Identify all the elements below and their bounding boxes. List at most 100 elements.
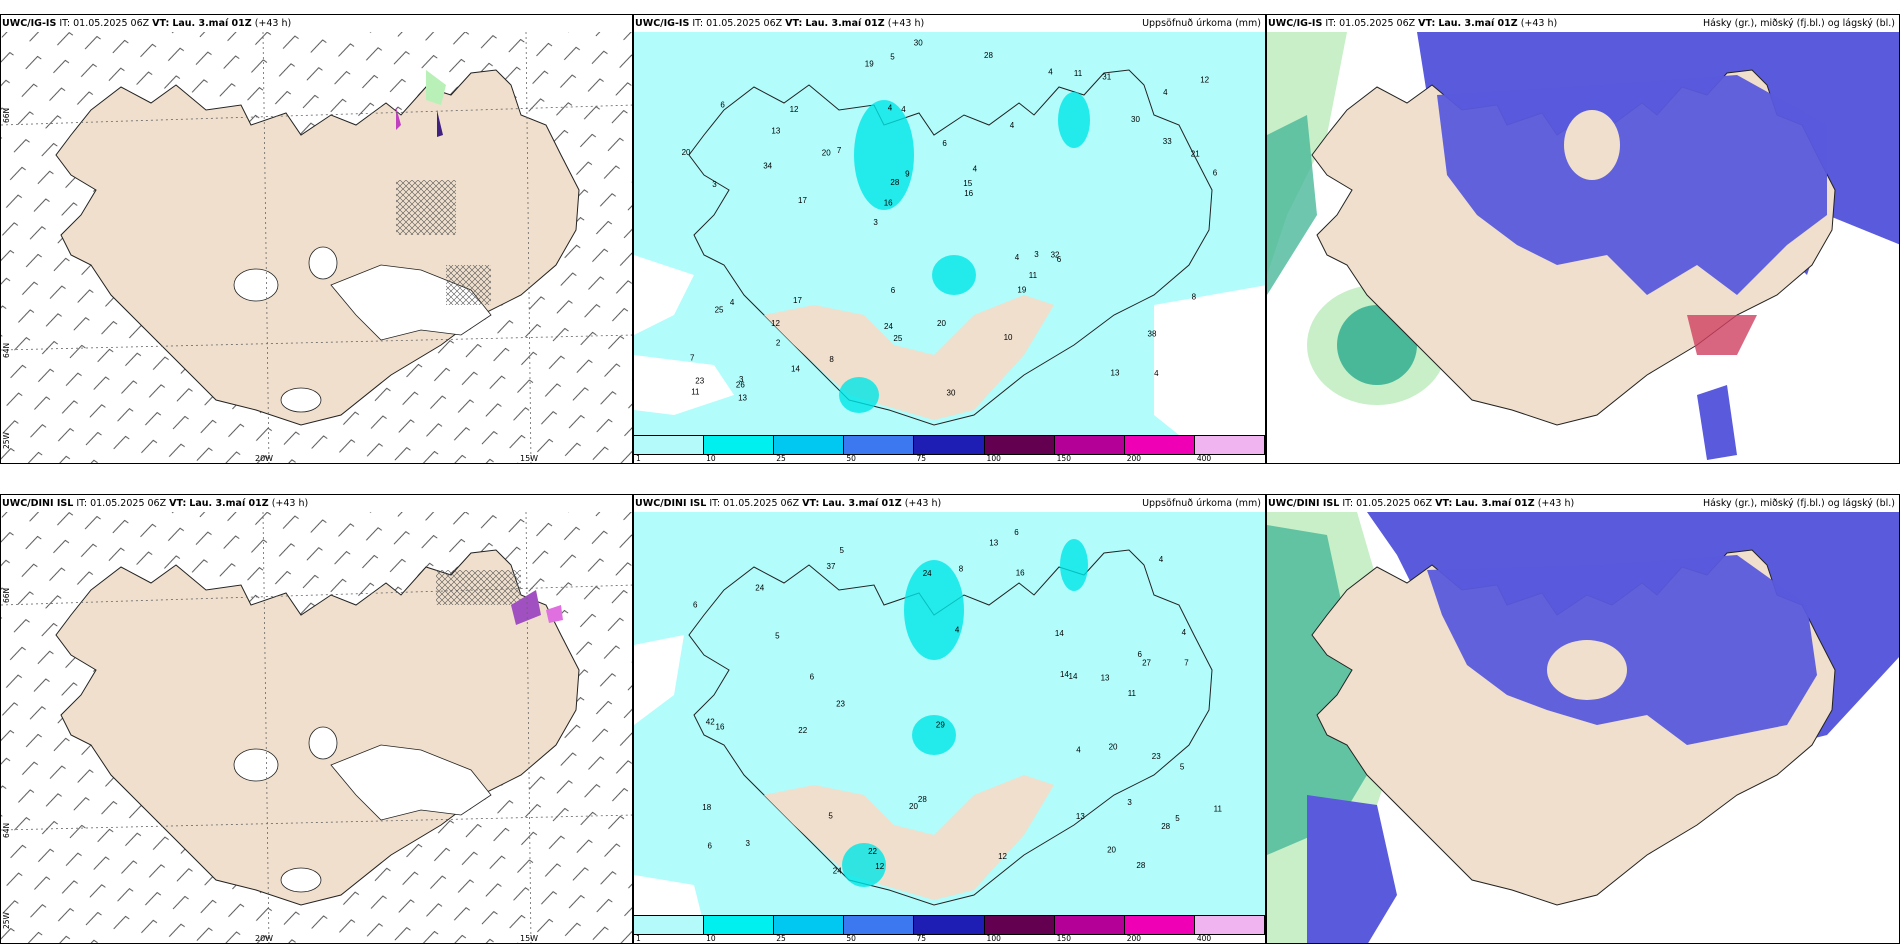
precip-value-label: 28 — [984, 51, 993, 60]
precip-value-label: 6 — [942, 139, 947, 148]
precip-value-label: 23 — [836, 700, 845, 709]
colorbar-swatch — [844, 436, 915, 454]
precip-value-label: 4 — [730, 298, 735, 307]
precip-value-label: 30 — [947, 389, 956, 398]
precip-value-label: 4 — [973, 165, 978, 174]
precip-value-label: 6 — [1138, 650, 1143, 659]
precip-value-label: 30 — [914, 39, 923, 48]
precip-value-label: 13 — [1111, 369, 1120, 378]
precip-value-label: 20 — [909, 802, 918, 811]
purple-patch — [437, 110, 443, 137]
precip-map: 3454656545761112182428372827421612142220… — [634, 512, 1265, 927]
precip-value-label: 6 — [693, 601, 698, 610]
precip-value-label: 6 — [1213, 168, 1218, 177]
precip-value-label: 11 — [1029, 271, 1038, 280]
precip-value-label: 34 — [763, 162, 772, 171]
precip-max-area — [932, 255, 976, 295]
precip-value-label: 6 — [720, 101, 725, 110]
lat-label-64: 64N — [2, 342, 11, 358]
colorbar-swatch — [1194, 436, 1265, 454]
precip-value-label: 6 — [1014, 528, 1019, 537]
colorbar-swatch — [984, 916, 1055, 934]
precip-value-label: 3 — [873, 218, 878, 227]
precip-value-label: 8 — [1192, 292, 1197, 301]
colorbar-tick-label: 400 — [1196, 934, 1212, 943]
green-patch — [426, 70, 446, 105]
magenta-patch — [546, 605, 563, 623]
precip-value-label: 4 — [1048, 68, 1053, 77]
cloud-map — [1267, 512, 1899, 943]
precip-value-label: 38 — [1148, 330, 1157, 339]
colorbar-tick-label: 50 — [846, 934, 856, 943]
colorbar-tick-label: 200 — [1126, 934, 1142, 943]
lon-label-15: 15W — [520, 934, 539, 943]
colorbar-swatch — [634, 916, 705, 934]
precip-colorbar-ticks: 1 10 25 50 75 100 150 200 400 — [634, 934, 1265, 943]
precip-value-label: 32 — [1051, 251, 1060, 260]
precip-value-label: 17 — [793, 296, 802, 305]
colorbar-swatch — [1054, 436, 1125, 454]
dry-area — [634, 635, 704, 927]
lat-label-66: 66N — [2, 587, 11, 603]
precip-value-label: 28 — [1136, 861, 1145, 870]
iceland-landmass — [55, 69, 580, 426]
precip-value-label: 5 — [828, 812, 833, 821]
lon-label-25: 25W — [2, 912, 11, 929]
precip-value-label: 28 — [918, 795, 927, 804]
precip-value-label: 16 — [884, 199, 893, 208]
high-cloud-area — [1307, 795, 1397, 943]
precip-value-label: 37 — [827, 562, 836, 571]
precip-value-label: 3 — [712, 180, 717, 189]
precip-value-label: 10 — [1004, 333, 1013, 342]
dry-area — [634, 255, 734, 415]
panel-header: UWC/DINI ISL IT: 01.05.2025 06Z VT: Lau.… — [1267, 495, 1899, 512]
cloud-map — [1267, 32, 1899, 463]
colorbar-tick-label: 1 — [636, 934, 641, 943]
precip-value-label: 8 — [959, 564, 964, 573]
lat-line — [1, 584, 632, 606]
precip-value-label: 20 — [822, 149, 831, 158]
lon-line — [262, 31, 270, 463]
precip-value-label: 25 — [893, 334, 902, 343]
red-patch — [1687, 315, 1757, 355]
panel-header: UWC/IG-IS IT: 01.05.2025 06Z VT: Lau. 3.… — [1, 15, 632, 32]
precip-value-label: 19 — [1017, 285, 1026, 294]
precip-value-label: 14 — [791, 364, 800, 373]
precip-value-label: 16 — [716, 723, 725, 732]
colorbar-tick-label: 25 — [776, 934, 786, 943]
precip-value-labels: 3454656545761112182428372827421612142220… — [693, 528, 1222, 876]
colorbar-swatch — [914, 916, 985, 934]
hatched-area-2 — [446, 265, 491, 305]
glacier-myrdalsjokull — [280, 387, 322, 413]
precip-value-label: 11 — [1074, 69, 1083, 78]
precip-colorbar-ticks: 1 10 25 50 75 100 150 200 400 — [634, 454, 1265, 463]
precip-value-label: 20 — [1107, 846, 1116, 855]
precip-value-label: 24 — [923, 569, 932, 578]
precip-max-area — [904, 560, 964, 660]
precip-value-label: 6 — [891, 286, 896, 295]
precip-value-label: 28 — [890, 178, 899, 187]
colorbar-tick-label: 100 — [986, 454, 1001, 463]
precip-value-label: 18 — [702, 803, 711, 812]
precip-value-label: 6 — [1057, 255, 1062, 264]
precip-value-label: 24 — [884, 322, 893, 331]
precip-value-label: 20 — [1109, 742, 1118, 751]
precip-value-label: 11 — [691, 388, 700, 397]
precip-value-label: 3 — [1127, 798, 1132, 807]
precip-value-label: 19 — [865, 59, 874, 68]
panel-header: UWC/DINI ISL IT: 01.05.2025 06Z VT: Lau.… — [634, 495, 1265, 512]
precip-colorbar — [634, 435, 1265, 455]
precip-value-label: 11 — [1128, 689, 1137, 698]
precip-value-label: 30 — [1131, 115, 1140, 124]
colorbar-tick-label: 150 — [1056, 934, 1071, 943]
precip-value-label: 7 — [837, 146, 842, 155]
precip-value-label: 4 — [1015, 253, 1020, 262]
precip-value-label: 5 — [840, 546, 845, 555]
high-cloud-area — [1697, 385, 1737, 460]
precip-value-label: 6 — [810, 672, 815, 681]
lon-line — [525, 31, 532, 463]
precip-map-panel-bottom: UWC/DINI ISL IT: 01.05.2025 06Z VT: Lau.… — [633, 494, 1266, 944]
colorbar-tick-label: 10 — [706, 934, 716, 943]
precip-value-label: 3 — [746, 839, 751, 848]
lat-line — [1, 104, 632, 126]
